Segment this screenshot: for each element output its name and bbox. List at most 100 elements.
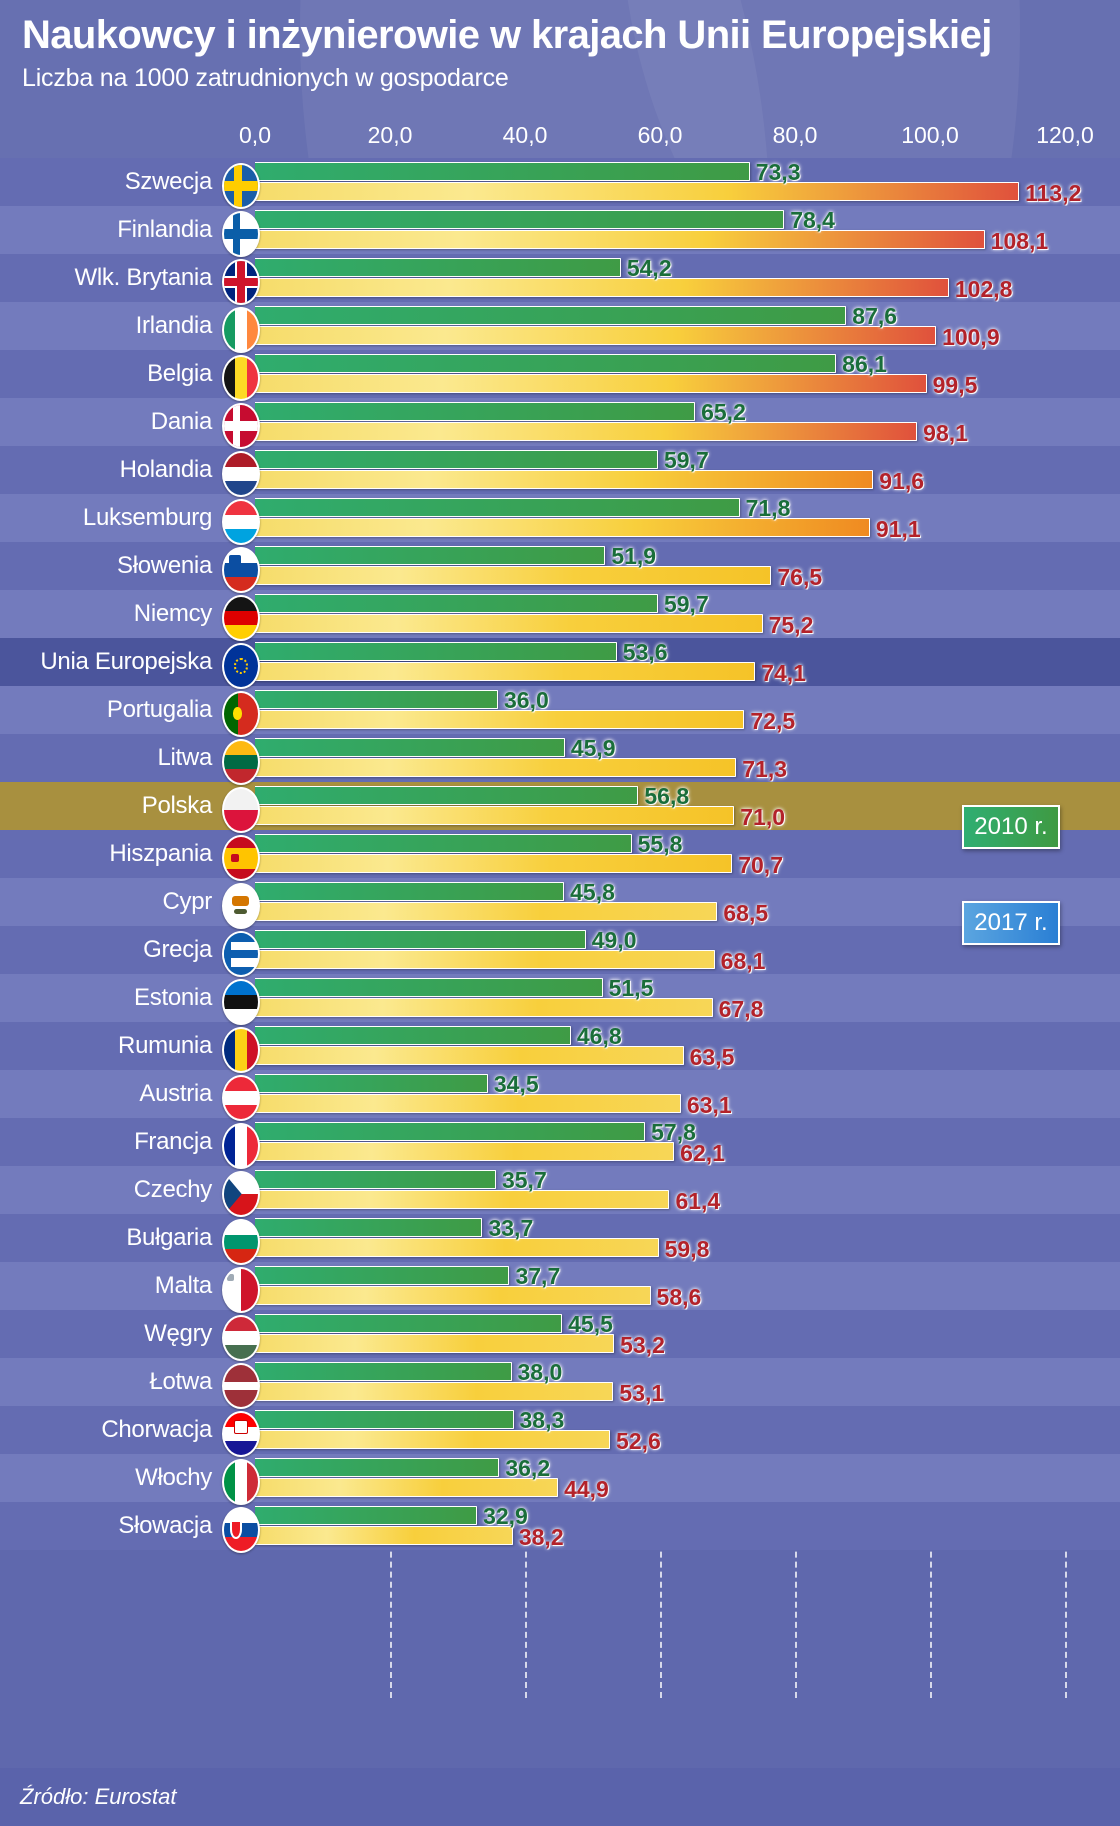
bar-2017[interactable]: [255, 1094, 681, 1113]
bar-2017[interactable]: [255, 806, 735, 825]
bar-value-2010: 65,2: [701, 399, 746, 425]
bar-2010[interactable]: [255, 1026, 571, 1045]
bar-2010[interactable]: [255, 546, 606, 565]
x-axis-tick: 0,0: [239, 122, 271, 148]
bar-2010[interactable]: [255, 1218, 483, 1237]
chart-row: Słowacja 32,9 38,2: [0, 1502, 1120, 1553]
row-country-label: Polska: [141, 792, 213, 819]
row-bars: 45,5 53,2: [255, 1310, 1120, 1358]
bar-2017[interactable]: [255, 854, 733, 873]
bar-2010[interactable]: [255, 1314, 563, 1333]
bar-value-2017: 68,1: [720, 948, 766, 974]
country-flag-icon: [222, 1507, 260, 1553]
bar-value-2010: 55,8: [637, 831, 683, 857]
bar-value-2017: 100,9: [942, 324, 1000, 350]
bar-2017[interactable]: [255, 998, 713, 1017]
bar-2010[interactable]: [255, 786, 639, 805]
bar-2017[interactable]: [255, 374, 927, 393]
bar-2017[interactable]: [255, 1190, 670, 1209]
bar-2017[interactable]: [255, 1334, 615, 1353]
row-country-label: Szwecja: [124, 168, 213, 195]
bar-2017[interactable]: [255, 566, 772, 585]
bar-value-2017: 38,2: [518, 1524, 564, 1550]
bar-2010[interactable]: [255, 1122, 646, 1141]
country-flag-icon: [222, 931, 260, 977]
bar-2017[interactable]: [255, 1286, 651, 1305]
bar-2010[interactable]: [255, 1506, 478, 1525]
row-bars: 87,6 100,9: [255, 302, 1120, 350]
row-country-label: Włochy: [135, 1464, 212, 1491]
bar-value-2010: 33,7: [488, 1215, 534, 1241]
bar-2010[interactable]: [255, 978, 603, 997]
bar-2017[interactable]: [255, 470, 874, 489]
bar-2017[interactable]: [255, 518, 870, 537]
bar-2017[interactable]: [255, 1478, 559, 1497]
bar-2010[interactable]: [255, 210, 785, 229]
bar-2017[interactable]: [255, 1046, 684, 1065]
bar-value-2010: 51,5: [608, 975, 654, 1001]
bar-2017[interactable]: [255, 326, 937, 345]
country-flag-icon: [222, 163, 260, 209]
bar-2010[interactable]: [255, 882, 565, 901]
bar-2010[interactable]: [255, 450, 658, 469]
bar-value-2017: 98,1: [923, 420, 968, 446]
bar-2010[interactable]: [255, 1458, 500, 1477]
bar-2010[interactable]: [255, 498, 740, 517]
row-bars: 78,4 108,1: [255, 206, 1120, 254]
bar-value-2010: 37,7: [515, 1263, 561, 1289]
chart-row: Bułgaria 33,7 59,8: [0, 1214, 1120, 1265]
bar-2017[interactable]: [255, 758, 737, 777]
bar-value-2010: 36,2: [505, 1455, 551, 1481]
bar-2010[interactable]: [255, 834, 632, 853]
bar-2010[interactable]: [255, 594, 658, 613]
bar-2010[interactable]: [255, 1410, 514, 1429]
bar-2010[interactable]: [255, 258, 621, 277]
row-bars: 46,8 63,5: [255, 1022, 1120, 1070]
legend-item-2010[interactable]: 2010 r.: [962, 805, 1060, 849]
bar-value-2010: 86,1: [842, 351, 887, 377]
bar-2010[interactable]: [255, 642, 617, 661]
bar-2017[interactable]: [255, 182, 1020, 201]
row-country-label: Hiszpania: [109, 840, 212, 867]
bar-value-2017: 91,6: [879, 468, 925, 494]
country-flag-icon: [222, 259, 260, 305]
bar-2010[interactable]: [255, 162, 750, 181]
bar-2017[interactable]: [255, 1142, 675, 1161]
bar-value-2017: 76,5: [777, 564, 823, 590]
bar-2010[interactable]: [255, 1170, 496, 1189]
chart-row: Słowenia 51,9 76,5: [0, 542, 1120, 593]
row-bars: 55,8 70,7: [255, 830, 1120, 878]
bar-2017[interactable]: [255, 230, 985, 249]
bar-2017[interactable]: [255, 1430, 611, 1449]
bar-2017[interactable]: [255, 710, 745, 729]
bar-2017[interactable]: [255, 902, 718, 921]
bar-2010[interactable]: [255, 1362, 512, 1381]
chart-row: Belgia 86,1 99,5: [0, 350, 1120, 401]
bar-2017[interactable]: [255, 278, 949, 297]
bar-2010[interactable]: [255, 306, 847, 325]
bar-2010[interactable]: [255, 690, 498, 709]
bar-2010[interactable]: [255, 354, 837, 373]
bar-value-2017: 63,5: [689, 1044, 735, 1070]
chart-rows: Szwecja 73,3 113,2 Finlandia 78,4 108,1 Wlk. B…: [0, 158, 1120, 1553]
x-axis-tick: 120,0: [1036, 122, 1094, 148]
row-country-label: Francja: [134, 1128, 212, 1155]
bar-2017[interactable]: [255, 1526, 513, 1545]
bar-2010[interactable]: [255, 1074, 488, 1093]
row-country-label: Słowenia: [117, 552, 212, 579]
bar-2010[interactable]: [255, 930, 586, 949]
bar-2010[interactable]: [255, 402, 696, 421]
bar-2017[interactable]: [255, 614, 763, 633]
legend-item-2017[interactable]: 2017 r.: [962, 901, 1060, 945]
bar-value-2010: 56,8: [644, 783, 690, 809]
bar-2017[interactable]: [255, 950, 715, 969]
country-flag-icon: [222, 211, 260, 257]
bar-2017[interactable]: [255, 662, 756, 681]
bar-2017[interactable]: [255, 1382, 614, 1401]
row-bars: 49,0 68,1: [255, 926, 1120, 974]
bar-2017[interactable]: [255, 422, 918, 441]
bar-2017[interactable]: [255, 1238, 659, 1257]
bar-2010[interactable]: [255, 738, 565, 757]
bar-2010[interactable]: [255, 1266, 510, 1285]
